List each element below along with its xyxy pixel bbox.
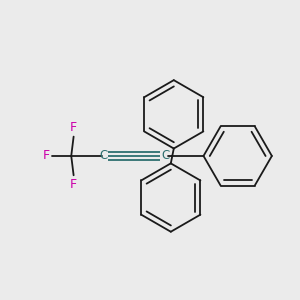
Text: C: C <box>99 149 107 162</box>
Text: F: F <box>70 178 77 190</box>
Text: F: F <box>70 121 77 134</box>
Text: C: C <box>162 149 170 162</box>
Text: F: F <box>42 149 50 162</box>
